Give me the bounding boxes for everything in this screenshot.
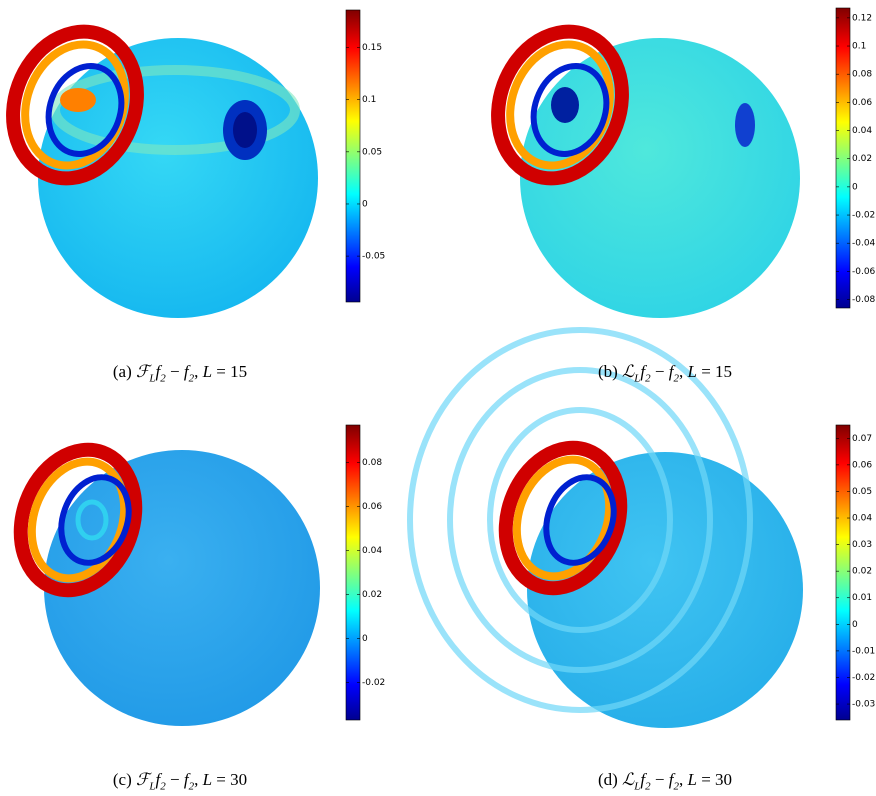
caption-text: L: [687, 770, 697, 789]
sphere-a: [6, 24, 318, 318]
colorbar-tick-label: 0.1: [362, 95, 376, 105]
caption-text: −: [165, 362, 184, 381]
caption-text: 2: [673, 780, 679, 793]
caption-text: ,: [194, 362, 203, 381]
caption-text: −: [650, 770, 669, 789]
colorbar-tick-label: 0.02: [362, 590, 382, 600]
caption-text: f: [668, 362, 674, 381]
colorbar-tick-label: -0.03: [852, 700, 875, 710]
colorbar-tick-label: 0: [852, 182, 858, 192]
caption-text: L: [149, 780, 156, 793]
colorbar-tick-label: -0.02: [852, 211, 875, 221]
caption-text: 2: [188, 372, 195, 385]
caption-text: L: [202, 770, 213, 789]
caption-text: −: [650, 362, 669, 381]
colorbar-tick-label: 0.07: [852, 434, 872, 444]
caption-text: = 30: [212, 770, 248, 789]
colorbar-tick-label: 0.06: [362, 502, 382, 512]
caption-text: f: [640, 362, 646, 381]
colorbar-tick-label: 0.1: [852, 42, 866, 52]
caption-text: L: [202, 362, 213, 381]
colorbar-tick-label: 0.05: [852, 487, 872, 497]
colorbar-tick-label: 0.04: [362, 546, 382, 556]
caption-text: L: [634, 780, 641, 793]
colorbar-tick-label: -0.02: [362, 678, 385, 688]
colorbar-tick-label: -0.08: [852, 295, 876, 305]
colorbar-tick-label: 0.05: [362, 147, 382, 157]
caption-text: L: [634, 372, 641, 385]
caption-text: (a): [112, 362, 136, 381]
sphere-d: [407, 327, 803, 728]
caption-text: L: [149, 372, 156, 385]
caption: (c) ℱLf2 − f2, L = 30: [0, 770, 360, 792]
caption-text: f: [640, 770, 646, 789]
colorbar-tick-label: 0: [852, 620, 858, 630]
colorbar: [835, 7, 851, 309]
caption-text: 2: [160, 372, 166, 385]
caption-text: (c): [112, 770, 136, 789]
caption: (d) ℒLf2 − f2, L = 30: [485, 770, 845, 792]
colorbar: [345, 424, 361, 721]
colorbar-tick-label: 0: [362, 199, 368, 209]
colorbar-tick-label: -0.04: [852, 239, 876, 249]
sphere-b: [491, 24, 800, 318]
colorbar-tick-label: 0.12: [852, 13, 872, 23]
colorbar-tick-label: 0: [362, 634, 368, 644]
caption-text: f: [183, 770, 189, 789]
caption-text: L: [687, 362, 697, 381]
caption-text: ℱ: [136, 362, 150, 381]
colorbar-tick-label: 0.15: [362, 43, 382, 53]
caption-text: −: [165, 770, 184, 789]
sphere-c: [13, 442, 320, 726]
colorbar-tick-label: -0.01: [852, 646, 875, 656]
colorbar-tick-label: 0.08: [362, 458, 382, 468]
colorbar-tick-label: 0.03: [852, 540, 872, 550]
caption-text: ,: [678, 362, 688, 381]
colorbar-tick-label: 0.02: [852, 154, 872, 164]
colorbar-tick-label: -0.02: [852, 673, 875, 683]
caption-text: ,: [194, 770, 203, 789]
caption-text: 2: [160, 780, 166, 793]
caption-text: f: [155, 362, 161, 381]
colorbar-tick-label: -0.06: [852, 267, 876, 277]
caption-text: 2: [645, 372, 651, 385]
caption-text: f: [155, 770, 161, 789]
caption-text: (b): [597, 362, 623, 381]
caption-text: ℒ: [622, 770, 635, 789]
colorbar-tick-label: 0.06: [852, 460, 872, 470]
colorbar-tick-label: 0.04: [852, 514, 872, 524]
colorbar: [835, 424, 851, 721]
caption-text: ℱ: [136, 770, 150, 789]
caption-text: = 15: [212, 362, 248, 381]
caption-text: ℒ: [622, 362, 635, 381]
caption: (b) ℒLf2 − f2, L = 15: [485, 362, 845, 384]
caption-text: f: [668, 770, 674, 789]
colorbar-tick-label: -0.05: [362, 252, 385, 262]
colorbar-tick-label: 0.06: [852, 98, 872, 108]
colorbar-tick-label: 0.01: [852, 593, 872, 603]
caption-text: 2: [673, 372, 679, 385]
caption-text: = 30: [696, 770, 733, 789]
caption-text: = 15: [696, 362, 733, 381]
colorbar-tick-label: 0.04: [852, 126, 872, 136]
colorbar-tick-label: 0.08: [852, 70, 872, 80]
colorbar: [345, 9, 361, 303]
caption-text: 2: [645, 780, 651, 793]
caption-text: 2: [188, 780, 195, 793]
caption: (a) ℱLf2 − f2, L = 15: [0, 362, 360, 384]
caption-text: f: [183, 362, 189, 381]
caption-text: (d): [597, 770, 623, 789]
colorbar-tick-label: 0.02: [852, 567, 872, 577]
caption-text: ,: [678, 770, 688, 789]
